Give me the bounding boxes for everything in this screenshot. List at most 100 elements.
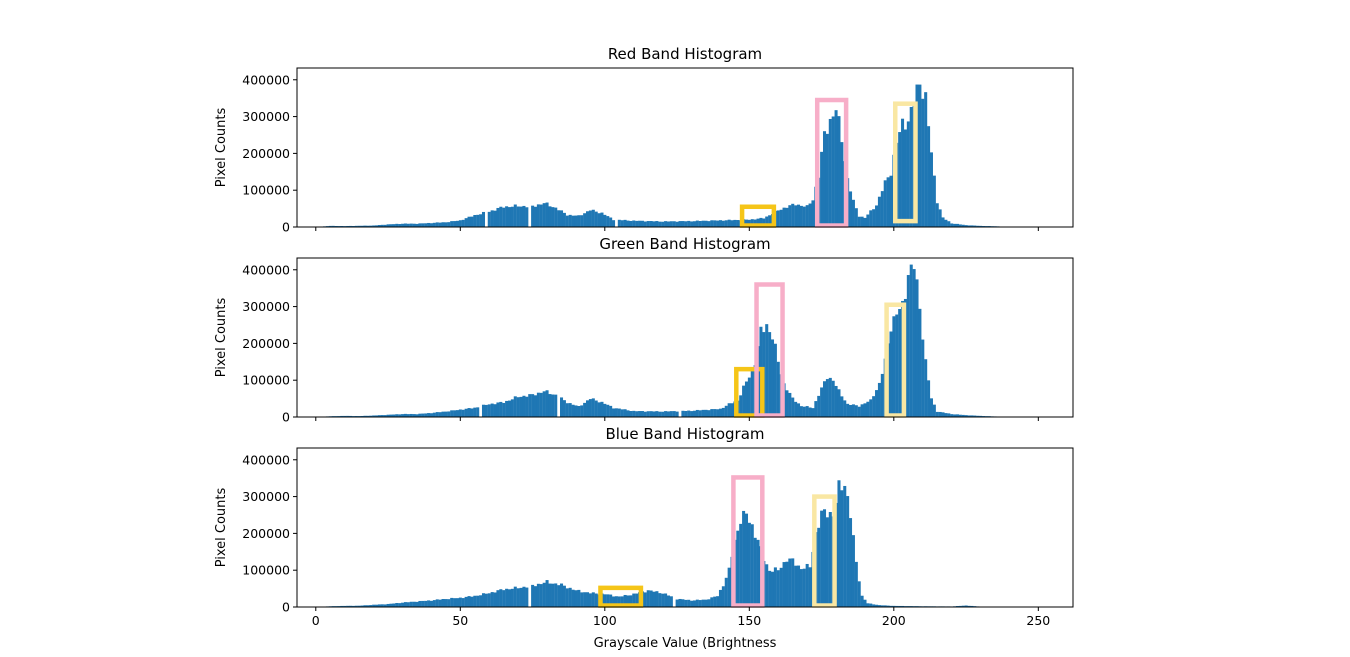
- histogram-bar: [487, 211, 491, 227]
- histogram-bar: [614, 596, 618, 607]
- histogram-bar: [941, 412, 945, 417]
- histogram-bar: [623, 594, 627, 607]
- histogram-bar: [823, 381, 827, 417]
- histogram-bar: [658, 593, 662, 607]
- histogram-bar: [542, 203, 546, 227]
- histogram-bar: [895, 314, 899, 417]
- histogram-bar: [519, 587, 523, 607]
- histogram-bar: [695, 409, 699, 417]
- histogram-bar: [687, 410, 691, 417]
- histogram-bar: [479, 595, 483, 607]
- histogram-bar: [531, 205, 535, 227]
- histogram-bar: [568, 587, 572, 607]
- histogram-bar: [704, 599, 708, 607]
- histogram-bar: [716, 409, 720, 417]
- histogram-bar: [889, 331, 893, 417]
- histogram-bar: [545, 580, 549, 607]
- histogram-bar: [351, 605, 355, 607]
- histogram-bar: [473, 407, 477, 417]
- histogram-bar: [343, 605, 347, 607]
- highlight-box-1: [598, 585, 644, 608]
- histogram-bar: [441, 411, 445, 417]
- histogram-bar: [505, 588, 509, 607]
- y-tick-label: 200000: [242, 146, 290, 161]
- histogram-bar: [643, 221, 647, 227]
- histogram-bar: [903, 129, 907, 227]
- histogram-bar: [820, 510, 824, 607]
- histogram-bar: [473, 595, 477, 607]
- chart-panel-3: 0 100000 200000 300000 400000 0 50 100 150 200 250…: [214, 425, 1074, 651]
- histogram-bar: [612, 596, 616, 607]
- histogram-bar: [548, 583, 552, 607]
- histogram-bar: [875, 604, 879, 607]
- histogram-bar: [499, 206, 503, 227]
- histogram-bar: [860, 404, 864, 417]
- histogram-bar: [617, 408, 621, 417]
- histogram-bar: [646, 221, 650, 227]
- histogram-bar: [872, 396, 876, 417]
- histogram-bar: [372, 604, 376, 607]
- histogram-bar: [664, 221, 668, 227]
- histogram-bar: [687, 599, 691, 607]
- histogram-bar: [687, 220, 691, 227]
- histogram-bar: [401, 223, 405, 227]
- chart-panel-1: 0 100000 200000 300000 400000 Red Band Histog…: [214, 45, 1074, 235]
- histogram-bar: [823, 131, 827, 227]
- histogram-bar: [571, 215, 575, 227]
- histogram-bar: [496, 590, 500, 607]
- histogram-bar: [406, 602, 410, 607]
- histogram-bar: [666, 411, 670, 417]
- histogram-bar: [536, 583, 540, 607]
- histogram-bar: [718, 408, 722, 417]
- histogram-bar: [805, 406, 809, 417]
- histogram-bar: [698, 221, 702, 227]
- histogram-bar: [554, 583, 558, 607]
- histogram-bar: [401, 602, 405, 607]
- histogram-bar: [427, 413, 431, 417]
- histogram-bar: [791, 203, 795, 227]
- histogram-bar: [412, 223, 416, 227]
- histogram-bar: [366, 225, 370, 227]
- histogram-bar: [638, 411, 642, 417]
- histogram-bar: [369, 605, 373, 607]
- histogram-bar: [453, 410, 457, 417]
- histogram-bar: [866, 401, 870, 417]
- histogram-bar: [918, 308, 922, 417]
- histogram-bar: [909, 106, 913, 227]
- histogram-bar: [545, 202, 549, 227]
- histogram-bar: [577, 406, 581, 417]
- histogram-bar: [860, 216, 864, 227]
- histogram-bar: [467, 216, 471, 227]
- histogram-bar: [967, 415, 971, 417]
- histogram-bar: [947, 221, 951, 227]
- histogram-bar: [652, 221, 656, 227]
- histogram-bar: [938, 209, 942, 227]
- histogram-bar: [701, 409, 705, 417]
- histogram-bar: [768, 332, 772, 417]
- histogram-bar: [759, 217, 763, 227]
- histogram-bar: [539, 204, 543, 227]
- histogram-bar: [424, 223, 428, 227]
- histogram-bar: [632, 410, 636, 417]
- histogram-bar: [796, 565, 801, 607]
- histogram-bar: [438, 599, 442, 607]
- histogram-bar: [698, 410, 702, 417]
- highlight-box-3: [812, 494, 837, 608]
- histogram-bar: [597, 213, 601, 227]
- histogram-bar: [386, 414, 390, 417]
- histogram-bar: [438, 412, 442, 417]
- histogram-bar: [756, 218, 760, 227]
- histogram-bar: [869, 603, 873, 607]
- histogram-bar: [432, 600, 436, 607]
- histogram-bar: [638, 220, 642, 227]
- histogram-bar: [768, 570, 772, 607]
- histogram-bar: [476, 595, 480, 607]
- histogram-bar: [666, 221, 670, 227]
- histogram-bar: [600, 212, 604, 227]
- histogram-bar: [736, 220, 740, 227]
- histogram-bar: [424, 413, 428, 417]
- histogram-bar: [846, 496, 850, 607]
- histogram-bar: [479, 214, 483, 227]
- histogram-bar: [898, 132, 902, 227]
- histogram-bar: [681, 599, 685, 607]
